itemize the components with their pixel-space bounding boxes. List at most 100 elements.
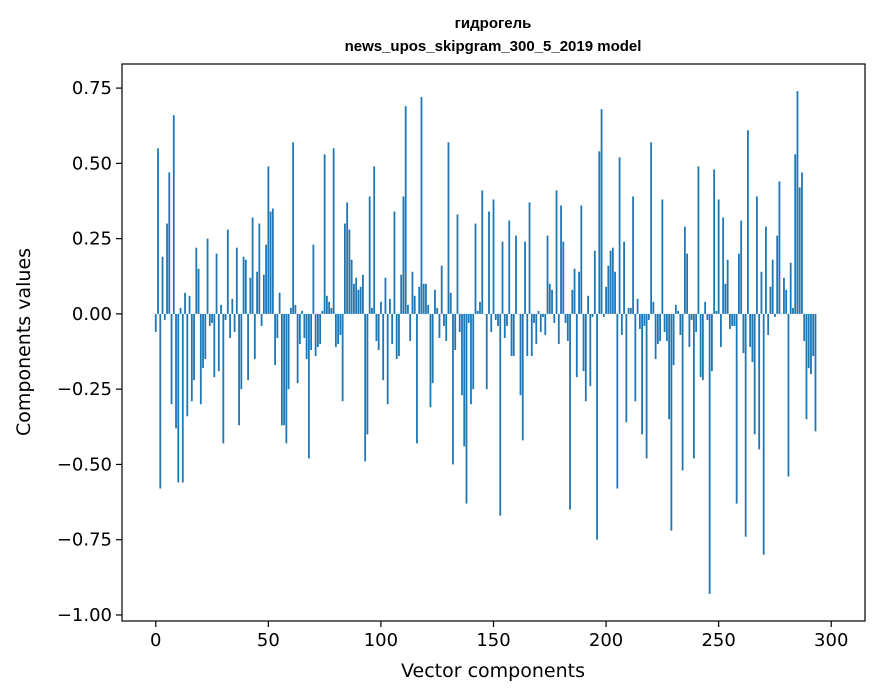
bar xyxy=(458,313,461,332)
bar xyxy=(665,313,668,341)
bar xyxy=(314,313,317,357)
bar xyxy=(582,313,585,372)
bar xyxy=(465,313,468,504)
bar xyxy=(373,166,376,314)
bar xyxy=(211,313,213,323)
bar xyxy=(188,295,191,314)
bar xyxy=(792,307,794,314)
bar xyxy=(253,313,256,360)
bar xyxy=(395,313,398,360)
bar xyxy=(190,313,193,402)
bar xyxy=(447,142,450,314)
bar xyxy=(787,313,790,477)
bar xyxy=(760,271,763,314)
bar xyxy=(598,151,601,314)
bar xyxy=(229,313,231,338)
bar xyxy=(756,196,758,314)
bar xyxy=(490,313,493,332)
bar xyxy=(380,301,382,314)
bar xyxy=(686,253,689,314)
bar xyxy=(575,313,578,378)
x-tick-label: 0 xyxy=(150,630,161,651)
bar xyxy=(296,313,299,384)
bar xyxy=(488,211,490,314)
bar xyxy=(409,313,412,341)
bar xyxy=(404,106,407,314)
bar xyxy=(344,223,346,314)
y-tick-label: 0.75 xyxy=(72,78,112,99)
bar xyxy=(785,289,788,314)
bar xyxy=(485,313,488,390)
bar xyxy=(337,313,340,345)
bar xyxy=(332,148,335,314)
bar xyxy=(566,313,569,341)
bar xyxy=(729,313,731,329)
bar xyxy=(382,313,385,381)
bar xyxy=(368,196,371,314)
bar xyxy=(627,307,630,314)
bar xyxy=(521,313,524,441)
bar xyxy=(492,199,495,314)
bar xyxy=(323,154,326,314)
bar xyxy=(555,190,558,314)
bar xyxy=(226,229,229,314)
bar xyxy=(731,313,734,326)
bar xyxy=(724,283,727,314)
bar xyxy=(587,295,589,314)
bar xyxy=(386,313,389,405)
bar xyxy=(278,292,281,314)
bar xyxy=(526,313,529,357)
bar xyxy=(623,241,625,314)
bar xyxy=(476,310,479,314)
bar xyxy=(591,313,594,317)
bar xyxy=(704,301,707,314)
bar xyxy=(650,142,653,314)
bar xyxy=(461,313,463,396)
bar xyxy=(656,313,659,345)
bar xyxy=(186,313,189,417)
bar xyxy=(418,286,421,314)
bar xyxy=(614,271,616,314)
bar xyxy=(452,313,454,465)
bar xyxy=(530,313,533,357)
bar xyxy=(215,253,218,314)
bar xyxy=(251,217,254,314)
bar xyxy=(249,277,252,314)
bar xyxy=(506,313,508,326)
bar xyxy=(747,130,749,314)
bar xyxy=(713,169,716,314)
bar xyxy=(438,313,441,338)
bar xyxy=(244,259,247,314)
bar xyxy=(154,313,157,332)
bar xyxy=(542,313,544,317)
bar xyxy=(166,223,168,314)
bar xyxy=(497,313,499,326)
bar xyxy=(569,313,571,510)
bar xyxy=(181,313,184,483)
bar xyxy=(771,259,774,314)
bar xyxy=(242,256,245,314)
bar xyxy=(440,265,443,314)
bar xyxy=(170,313,173,405)
bar xyxy=(762,313,765,555)
bar xyxy=(596,313,598,540)
bar xyxy=(677,310,680,314)
bar xyxy=(537,310,540,314)
bar xyxy=(699,313,702,378)
bar xyxy=(265,244,267,314)
bar xyxy=(539,313,542,332)
bar xyxy=(654,313,657,360)
bar xyxy=(157,148,159,314)
bar xyxy=(688,313,691,348)
x-axis-ticks: 0 50 100 150 200 250 300 xyxy=(150,621,848,651)
bar xyxy=(519,313,522,396)
bar xyxy=(364,313,367,462)
bar xyxy=(551,289,553,314)
bar xyxy=(411,271,414,314)
y-tick-label: 0.50 xyxy=(72,153,112,174)
bar xyxy=(733,313,736,326)
bar xyxy=(548,283,551,314)
bar xyxy=(262,274,265,314)
bar xyxy=(783,277,785,314)
